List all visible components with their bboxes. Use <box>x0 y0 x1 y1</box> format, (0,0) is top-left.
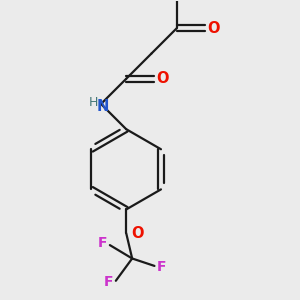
Text: O: O <box>157 71 169 86</box>
Text: F: F <box>157 260 167 274</box>
Text: F: F <box>103 275 113 289</box>
Text: O: O <box>131 226 144 241</box>
Text: H: H <box>89 96 98 109</box>
Text: O: O <box>207 21 220 36</box>
Text: F: F <box>98 236 107 250</box>
Text: N: N <box>97 99 109 114</box>
